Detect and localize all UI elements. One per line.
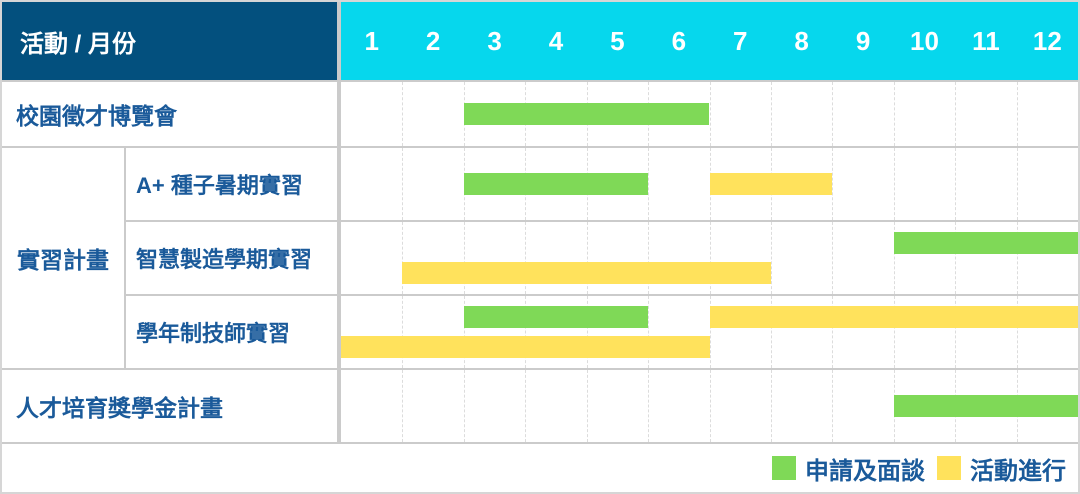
month-gridline [402, 370, 404, 442]
month-gridline [648, 148, 650, 220]
month-label: 9 [855, 25, 871, 56]
month-gridline [1016, 82, 1018, 146]
gantt-bar-yellow [709, 173, 833, 195]
gantt-lane [341, 262, 1078, 284]
gantt-lane [341, 395, 1078, 417]
month-gridline [648, 370, 650, 442]
month-gridline [1016, 296, 1018, 368]
legend: 申請及面談 活動進行 [2, 444, 1078, 492]
group-label-internship-program: 實習計畫 [2, 148, 126, 368]
gantt-lane [341, 232, 1078, 254]
month-label: 5 [610, 25, 625, 56]
gantt-lane [341, 103, 1078, 125]
month-gridline [463, 222, 465, 294]
month-label: 10 [910, 25, 939, 56]
month-gridline [402, 296, 404, 368]
month-gridline [402, 222, 404, 294]
month-gridline [463, 296, 465, 368]
legend-label: 申請及面談 [805, 457, 925, 485]
month-gridline [586, 222, 588, 294]
row-label-scholarship-program: 人才培育獎學金計畫 [2, 370, 337, 442]
row-label-text: 人才培育獎學金計畫 [16, 395, 223, 421]
row-label-text: 智慧製造學期實習 [136, 247, 313, 272]
legend-item-activity-in-progress: 活動進行 [937, 451, 1066, 486]
month-gridline [955, 296, 957, 368]
gantt-bar-yellow [341, 336, 710, 358]
month-gridline [586, 296, 588, 368]
month-gridline [893, 82, 895, 146]
gantt-lane [341, 173, 1078, 195]
header-title: 活動 / 月份 [20, 30, 137, 58]
month-label: 11 [972, 25, 1000, 56]
month-gridline [525, 296, 527, 368]
month-gridline [955, 82, 957, 146]
month-gridline [1016, 222, 1018, 294]
month-gridline [832, 222, 834, 294]
row-label-career-fair: 校園徵才博覽會 [2, 82, 337, 146]
legend-swatch-green [772, 456, 796, 480]
legend-swatch-yellow [937, 456, 961, 480]
month-label: 8 [794, 25, 809, 56]
chart-row-career-fair [341, 82, 1078, 146]
gantt-bar-green [463, 103, 710, 125]
month-gridline [893, 296, 895, 368]
month-gridline [832, 296, 834, 368]
gantt-lane [341, 306, 1078, 328]
gantt-bar-green [893, 395, 1078, 417]
legend-item-application-interview: 申請及面談 [772, 451, 925, 486]
month-gridline [402, 82, 404, 146]
month-header-row: 1 2 3 4 5 6 7 8 9 10 11 12 [341, 2, 1078, 80]
month-gridline [463, 370, 465, 442]
month-gridline [709, 296, 711, 368]
row-label-smart-mfg-semester-internship: 智慧製造學期實習 [126, 222, 337, 294]
gantt-bar-yellow [709, 306, 1078, 328]
chart-row-aplus-summer-internship [341, 148, 1078, 220]
month-gridline [893, 148, 895, 220]
chart-row-year-round-technician-internship [341, 296, 1078, 368]
month-gridline [832, 148, 834, 220]
month-label: 3 [487, 25, 502, 56]
month-gridline [709, 370, 711, 442]
month-gridline [1016, 148, 1018, 220]
group-label-text: 實習計畫 [17, 247, 109, 273]
month-gridline [525, 222, 527, 294]
gantt-bar-green [463, 173, 649, 195]
chart-row-scholarship-program [341, 370, 1078, 442]
month-gridline [832, 82, 834, 146]
month-gridline [525, 370, 527, 442]
month-label: 7 [733, 25, 748, 56]
month-gridline [955, 222, 957, 294]
month-gridline [709, 222, 711, 294]
month-label: 1 [364, 25, 379, 56]
month-gridline [893, 222, 895, 294]
row-label-text: A+ 種子暑期實習 [136, 173, 303, 198]
gantt-lane [341, 336, 1078, 358]
month-gridline [648, 222, 650, 294]
month-gridline [955, 148, 957, 220]
month-gridline [770, 82, 772, 146]
row-label-text: 學年制技師實習 [136, 321, 291, 346]
row-label-year-round-technician-internship: 學年制技師實習 [126, 296, 337, 368]
legend-label: 活動進行 [970, 457, 1066, 485]
header-title-cell: 活動 / 月份 [2, 2, 337, 80]
month-label: 6 [671, 25, 687, 56]
month-gridline [709, 82, 711, 146]
month-gridline [648, 296, 650, 368]
chart-row-smart-mfg-semester-internship [341, 222, 1078, 294]
month-label: 4 [548, 25, 564, 56]
month-gridline [402, 148, 404, 220]
month-label: 12 [1032, 25, 1062, 56]
month-gridline [586, 370, 588, 442]
month-gridline [770, 222, 772, 294]
month-gridline [832, 370, 834, 442]
row-label-text: 校園徵才博覽會 [16, 103, 177, 129]
gantt-bar-green [893, 232, 1078, 254]
month-gridline [770, 296, 772, 368]
row-label-aplus-summer-internship: A+ 種子暑期實習 [126, 148, 337, 220]
month-label: 2 [425, 25, 441, 56]
month-gridline [770, 370, 772, 442]
gantt-bar-green [463, 306, 649, 328]
gantt-bar-yellow [402, 262, 771, 284]
